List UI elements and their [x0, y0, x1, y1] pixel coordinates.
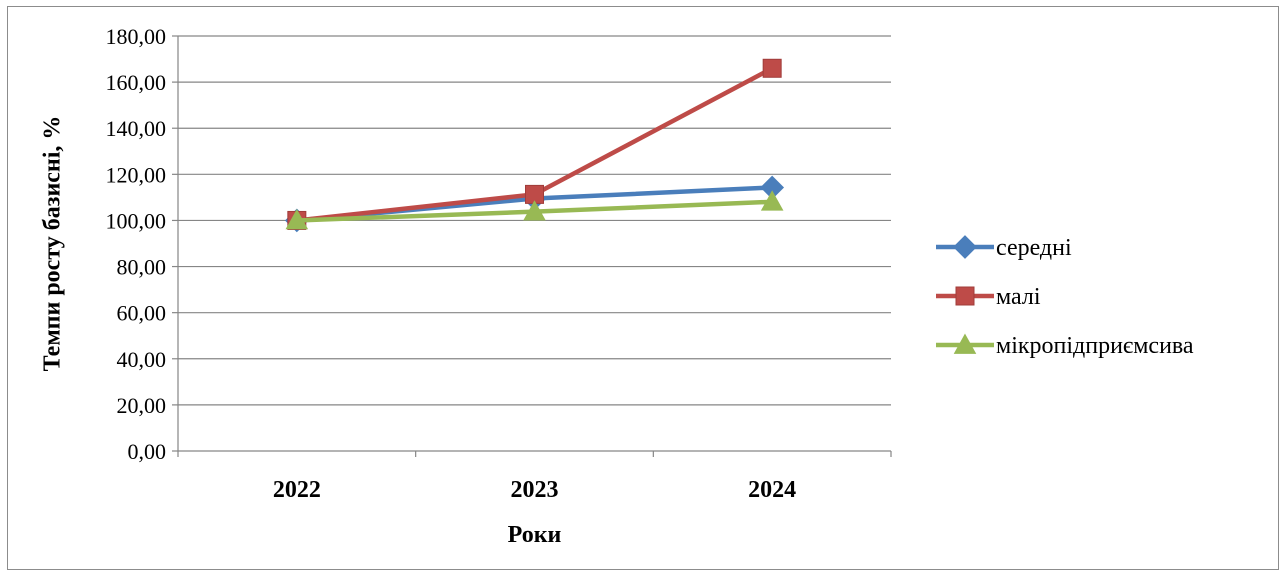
- axes: [172, 35, 892, 457]
- data-point: [523, 200, 546, 221]
- chart-frame: 0,00 20,00 40,00 60,00 80,00 100,00 120,00 140,…: [7, 6, 1279, 570]
- y-tick-label: 40,00: [117, 347, 167, 372]
- y-tick-label: 100,00: [106, 208, 167, 233]
- x-axis-title: Роки: [508, 522, 562, 548]
- legend-marker: [953, 333, 977, 354]
- series-group: [284, 58, 785, 233]
- legend-marker: [955, 286, 975, 306]
- legend-label: малі: [996, 284, 1041, 310]
- y-tick-label: 160,00: [106, 70, 167, 95]
- y-tick-label: 140,00: [106, 116, 167, 141]
- data-point: [285, 208, 309, 230]
- data-point: [762, 58, 782, 78]
- line-chart: 0,00 20,00 40,00 60,00 80,00 100,00 120,00 140,…: [40, 24, 1194, 548]
- y-tick-label: 60,00: [117, 301, 167, 326]
- data-point: [760, 190, 784, 211]
- series-3: [285, 190, 784, 230]
- legend-item: мікропідприємсива: [936, 333, 1194, 359]
- y-tick-label: 20,00: [117, 393, 167, 418]
- x-tick-label: 2023: [511, 477, 559, 503]
- x-tick-label: 2022: [273, 477, 321, 503]
- legend-marker: [953, 235, 977, 259]
- legend-label: мікропідприємсива: [996, 333, 1194, 359]
- y-tick-label: 120,00: [106, 162, 167, 187]
- axis-labels: 0,00 20,00 40,00 60,00 80,00 100,00 120,00 140,…: [106, 24, 797, 503]
- y-tick-label: 0,00: [128, 439, 167, 464]
- y-tick-label: 180,00: [106, 24, 167, 49]
- y-tick-label: 80,00: [117, 255, 167, 280]
- legend-label: середні: [996, 235, 1072, 261]
- legend-item: середні: [936, 235, 1072, 261]
- x-tick-label: 2024: [748, 477, 796, 503]
- y-axis-title: Темпи росту базисні, %: [40, 116, 66, 372]
- legend: середні малі мікропідприємсива: [936, 235, 1194, 359]
- legend-item: малі: [936, 284, 1041, 310]
